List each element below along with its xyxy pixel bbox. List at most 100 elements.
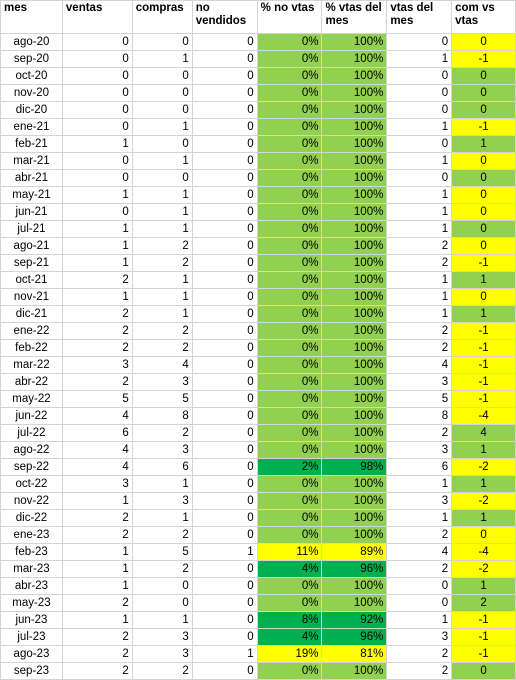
cell-ventas[interactable]: 4 xyxy=(61,441,133,459)
cell-vtas-del-mes[interactable]: 1 xyxy=(386,475,453,493)
header-mes[interactable]: mes xyxy=(0,0,63,34)
header-ventas[interactable]: ventas xyxy=(61,0,133,34)
cell-com-vs-vtas[interactable]: -1 xyxy=(451,628,516,646)
cell-ventas[interactable]: 4 xyxy=(61,458,133,476)
cell-ventas[interactable]: 2 xyxy=(61,271,133,289)
cell-mes[interactable]: nov-22 xyxy=(0,492,63,510)
cell-no-vendidos[interactable]: 0 xyxy=(191,101,258,119)
cell-ventas[interactable]: 1 xyxy=(61,186,133,204)
cell-compras[interactable]: 1 xyxy=(131,186,193,204)
cell-com-vs-vtas[interactable]: -2 xyxy=(451,458,516,476)
cell-pct-no-vtas[interactable]: 0% xyxy=(256,237,323,255)
cell-pct-no-vtas[interactable]: 4% xyxy=(256,628,323,646)
cell-pct-vtas-mes[interactable]: 100% xyxy=(321,84,388,102)
cell-mes[interactable]: may-21 xyxy=(0,186,63,204)
cell-com-vs-vtas[interactable]: 0 xyxy=(451,152,516,170)
cell-ventas[interactable]: 2 xyxy=(61,373,133,391)
cell-vtas-del-mes[interactable]: 1 xyxy=(386,50,453,68)
cell-ventas[interactable]: 1 xyxy=(61,288,133,306)
cell-mes[interactable]: ene-23 xyxy=(0,526,63,544)
cell-compras[interactable]: 2 xyxy=(131,322,193,340)
cell-com-vs-vtas[interactable]: -1 xyxy=(451,611,516,629)
cell-com-vs-vtas[interactable]: -1 xyxy=(451,254,516,272)
cell-no-vendidos[interactable]: 0 xyxy=(191,356,258,374)
cell-mes[interactable]: nov-21 xyxy=(0,288,63,306)
cell-vtas-del-mes[interactable]: 0 xyxy=(386,135,453,153)
cell-compras[interactable]: 1 xyxy=(131,475,193,493)
cell-pct-vtas-mes[interactable]: 100% xyxy=(321,305,388,323)
cell-vtas-del-mes[interactable]: 3 xyxy=(386,492,453,510)
cell-compras[interactable]: 2 xyxy=(131,662,193,680)
cell-pct-vtas-mes[interactable]: 100% xyxy=(321,322,388,340)
cell-mes[interactable]: feb-23 xyxy=(0,543,63,561)
cell-com-vs-vtas[interactable]: 0 xyxy=(451,84,516,102)
cell-vtas-del-mes[interactable]: 1 xyxy=(386,203,453,221)
cell-no-vendidos[interactable]: 0 xyxy=(191,662,258,680)
cell-vtas-del-mes[interactable]: 0 xyxy=(386,67,453,85)
cell-com-vs-vtas[interactable]: -1 xyxy=(451,50,516,68)
cell-ventas[interactable]: 1 xyxy=(61,560,133,578)
cell-pct-no-vtas[interactable]: 0% xyxy=(256,662,323,680)
cell-com-vs-vtas[interactable]: -1 xyxy=(451,645,516,663)
cell-vtas-del-mes[interactable]: 1 xyxy=(386,305,453,323)
cell-pct-vtas-mes[interactable]: 100% xyxy=(321,594,388,612)
header-pct-vtas-del-mes[interactable]: % vtas del mes xyxy=(321,0,388,34)
cell-mes[interactable]: may-23 xyxy=(0,594,63,612)
cell-com-vs-vtas[interactable]: 0 xyxy=(451,220,516,238)
cell-vtas-del-mes[interactable]: 1 xyxy=(386,611,453,629)
cell-pct-vtas-mes[interactable]: 100% xyxy=(321,135,388,153)
cell-mes[interactable]: abr-21 xyxy=(0,169,63,187)
cell-vtas-del-mes[interactable]: 0 xyxy=(386,33,453,51)
cell-vtas-del-mes[interactable]: 2 xyxy=(386,424,453,442)
cell-compras[interactable]: 0 xyxy=(131,67,193,85)
cell-no-vendidos[interactable]: 0 xyxy=(191,271,258,289)
cell-compras[interactable]: 3 xyxy=(131,628,193,646)
cell-no-vendidos[interactable]: 1 xyxy=(191,543,258,561)
cell-pct-vtas-mes[interactable]: 100% xyxy=(321,220,388,238)
cell-no-vendidos[interactable]: 0 xyxy=(191,50,258,68)
cell-compras[interactable]: 5 xyxy=(131,543,193,561)
cell-pct-no-vtas[interactable]: 0% xyxy=(256,50,323,68)
cell-pct-no-vtas[interactable]: 0% xyxy=(256,203,323,221)
cell-pct-no-vtas[interactable]: 0% xyxy=(256,67,323,85)
cell-compras[interactable]: 2 xyxy=(131,237,193,255)
cell-mes[interactable]: jun-22 xyxy=(0,407,63,425)
cell-ventas[interactable]: 1 xyxy=(61,543,133,561)
cell-pct-vtas-mes[interactable]: 100% xyxy=(321,67,388,85)
cell-compras[interactable]: 0 xyxy=(131,33,193,51)
cell-vtas-del-mes[interactable]: 3 xyxy=(386,441,453,459)
cell-compras[interactable]: 1 xyxy=(131,305,193,323)
cell-pct-vtas-mes[interactable]: 100% xyxy=(321,288,388,306)
cell-vtas-del-mes[interactable]: 2 xyxy=(386,560,453,578)
cell-compras[interactable]: 1 xyxy=(131,509,193,527)
cell-mes[interactable]: abr-23 xyxy=(0,577,63,595)
cell-mes[interactable]: feb-21 xyxy=(0,135,63,153)
cell-vtas-del-mes[interactable]: 3 xyxy=(386,628,453,646)
cell-no-vendidos[interactable]: 0 xyxy=(191,509,258,527)
cell-ventas[interactable]: 2 xyxy=(61,628,133,646)
cell-mes[interactable]: may-22 xyxy=(0,390,63,408)
cell-pct-vtas-mes[interactable]: 100% xyxy=(321,373,388,391)
cell-no-vendidos[interactable]: 0 xyxy=(191,577,258,595)
cell-ventas[interactable]: 1 xyxy=(61,220,133,238)
cell-no-vendidos[interactable]: 0 xyxy=(191,560,258,578)
cell-pct-vtas-mes[interactable]: 96% xyxy=(321,560,388,578)
cell-ventas[interactable]: 3 xyxy=(61,475,133,493)
cell-com-vs-vtas[interactable]: -1 xyxy=(451,322,516,340)
cell-pct-vtas-mes[interactable]: 92% xyxy=(321,611,388,629)
cell-pct-vtas-mes[interactable]: 100% xyxy=(321,169,388,187)
header-com-vs-vtas[interactable]: com vs vtas xyxy=(451,0,516,34)
cell-pct-vtas-mes[interactable]: 100% xyxy=(321,475,388,493)
cell-pct-no-vtas[interactable]: 0% xyxy=(256,577,323,595)
cell-vtas-del-mes[interactable]: 4 xyxy=(386,356,453,374)
cell-ventas[interactable]: 2 xyxy=(61,339,133,357)
cell-ventas[interactable]: 3 xyxy=(61,356,133,374)
cell-no-vendidos[interactable]: 0 xyxy=(191,594,258,612)
cell-pct-no-vtas[interactable]: 0% xyxy=(256,305,323,323)
cell-pct-no-vtas[interactable]: 0% xyxy=(256,135,323,153)
cell-pct-no-vtas[interactable]: 0% xyxy=(256,84,323,102)
cell-com-vs-vtas[interactable]: -2 xyxy=(451,560,516,578)
cell-mes[interactable]: oct-21 xyxy=(0,271,63,289)
cell-ventas[interactable]: 6 xyxy=(61,424,133,442)
cell-pct-vtas-mes[interactable]: 100% xyxy=(321,271,388,289)
